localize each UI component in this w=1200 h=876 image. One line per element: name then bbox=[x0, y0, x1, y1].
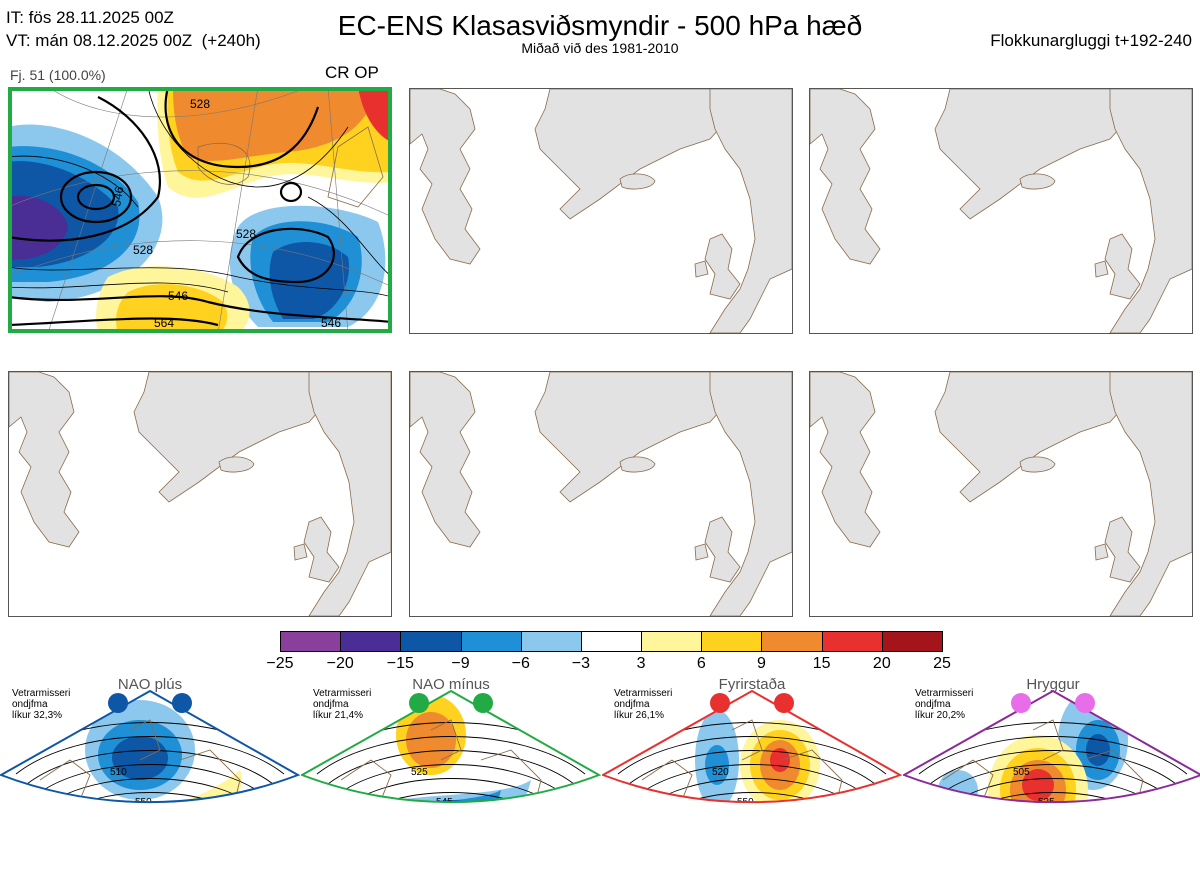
cluster-map-3[interactable] bbox=[809, 88, 1193, 334]
regime-probability-line: Vetrarmisseri bbox=[313, 688, 372, 699]
contour-label: 564 bbox=[154, 316, 174, 330]
colorbar-tick-label: −3 bbox=[571, 655, 591, 672]
regime-contour-label: 545 bbox=[436, 797, 453, 808]
regime-probability-line: Vetrarmisseri bbox=[915, 688, 974, 699]
colorbar-swatch bbox=[280, 631, 342, 652]
page-title: EC-ENS Klasasviðsmyndir - 500 hPa hæð bbox=[337, 10, 863, 41]
cluster-tags: CR OP bbox=[325, 63, 379, 82]
regime-contour-label: 550 bbox=[135, 797, 152, 808]
colorbar-tick-label: −6 bbox=[511, 655, 530, 672]
regime-marker-dot bbox=[1011, 693, 1031, 713]
init-time: IT: fös 28.11.2025 00Z bbox=[6, 8, 174, 27]
colorbar-swatch bbox=[400, 631, 462, 652]
regime-contour-label: 505 bbox=[1013, 767, 1030, 778]
regime-probability-line: Vetrarmisseri bbox=[12, 688, 71, 699]
regime-contour-label: 510 bbox=[110, 767, 127, 778]
colorbar-tick-label: −15 bbox=[386, 655, 414, 672]
regime-probability-line: ondjfma bbox=[12, 699, 48, 710]
cluster-map-5[interactable] bbox=[409, 371, 793, 617]
contour-label: 546 bbox=[109, 185, 126, 207]
regime-map-svg: 525 545 565 bbox=[299, 689, 602, 838]
init-time-block: IT: fös 28.11.2025 00Z VT: mán 08.12.202… bbox=[6, 6, 261, 52]
colorbar-tick-label: 9 bbox=[757, 655, 766, 672]
regime-map-svg: 520 550 560 bbox=[600, 689, 903, 838]
regime-probability-line: ondjfma bbox=[915, 699, 951, 710]
regime-probability-line: líkur 20,2% bbox=[915, 710, 966, 721]
regime-marker-dot bbox=[710, 693, 730, 713]
regime-marker-dot bbox=[172, 693, 192, 713]
regime-contour-label: 565 bbox=[461, 827, 478, 838]
colorbar-swatch bbox=[821, 631, 883, 652]
regime-probability-line: líkur 32,3% bbox=[12, 710, 63, 721]
colorbar-swatch bbox=[701, 631, 763, 652]
cluster-map-4[interactable] bbox=[8, 371, 392, 617]
regime-marker-dot bbox=[1075, 693, 1095, 713]
regime-map-svg: 510 550 bbox=[0, 689, 301, 808]
colorbar-tick-label: 3 bbox=[636, 655, 646, 672]
colorbar-tick-label: −9 bbox=[451, 655, 470, 672]
regime-probability-line: ondjfma bbox=[313, 699, 349, 710]
contour-label: 528 bbox=[190, 97, 210, 111]
contour-label: 546 bbox=[168, 289, 188, 303]
basemap-svg bbox=[810, 372, 1192, 616]
cluster-map-svg: 528 546 564 528 546 546 528 bbox=[8, 87, 392, 333]
colorbar-swatch bbox=[340, 631, 402, 652]
regime-contour-label: 535 bbox=[1038, 797, 1055, 808]
cluster-map-1[interactable]: 528 546 564 528 546 546 528 bbox=[8, 87, 392, 333]
basemap-svg bbox=[410, 372, 792, 616]
regime-contour-label: 520 bbox=[712, 767, 729, 778]
regime-probability-line: Vetrarmisseri bbox=[614, 688, 673, 699]
regime-title: Hryggur bbox=[1026, 676, 1080, 693]
colorbar-tick-label: 25 bbox=[933, 655, 951, 672]
regime-probability-line: líkur 21,4% bbox=[313, 710, 364, 721]
colorbar-tick-label: 6 bbox=[696, 655, 706, 672]
contour-label: 546 bbox=[321, 316, 341, 330]
regime-marker-dot bbox=[409, 693, 429, 713]
regime-panel[interactable]: 525 545 565 bbox=[299, 689, 602, 871]
valid-time: VT: mán 08.12.2025 00Z (+240h) bbox=[6, 31, 261, 50]
classification-window: Flokkunargluggi t+192-240 bbox=[990, 31, 1192, 50]
colorbar-swatch bbox=[460, 631, 522, 652]
contour-label: 528 bbox=[133, 243, 153, 257]
regime-title: NAO plús bbox=[117, 676, 183, 693]
colorbar-swatch bbox=[580, 631, 643, 652]
regime-title: NAO mínus bbox=[412, 676, 490, 693]
basemap-svg bbox=[810, 89, 1192, 333]
regime-panel[interactable]: 520 550 560 bbox=[600, 689, 903, 871]
regime-probability-line: ondjfma bbox=[614, 699, 650, 710]
regime-probability: Vetrarmisseri ondjfma líkur 20,2% bbox=[915, 688, 973, 721]
anomaly-colorbar bbox=[280, 631, 943, 652]
regime-panel[interactable]: 505 535 560 bbox=[901, 689, 1200, 871]
regime-probability: Vetrarmisseri ondjfma líkur 21,4% bbox=[313, 688, 371, 721]
regime-contour-label: 560 bbox=[1063, 827, 1080, 838]
colorbar-swatch bbox=[761, 631, 823, 652]
colorbar-swatch bbox=[881, 631, 943, 652]
regime-probability: Vetrarmisseri ondjfma líkur 32,3% bbox=[12, 688, 70, 721]
regime-title: Fyrirstaða bbox=[718, 676, 786, 693]
regime-panel[interactable]: 510 550 bbox=[0, 689, 301, 871]
colorbar-tick-label: −25 bbox=[266, 655, 294, 672]
regime-marker-dot bbox=[108, 693, 128, 713]
colorbar-swatch bbox=[520, 631, 582, 652]
colorbar-tick-label: 20 bbox=[872, 655, 891, 672]
cluster-map-2[interactable] bbox=[409, 88, 793, 334]
cluster-count-label: Fj. 51 (100.0%) bbox=[10, 67, 106, 83]
regime-contour-label: 525 bbox=[411, 767, 428, 778]
regime-map-svg: 505 535 560 bbox=[901, 689, 1200, 838]
regime-marker-dot bbox=[774, 693, 794, 713]
page-subtitle: Miðað við des 1981-2010 bbox=[521, 40, 679, 56]
colorbar-swatch bbox=[641, 631, 703, 652]
basemap-svg bbox=[410, 89, 792, 333]
regime-contour-label: 560 bbox=[762, 827, 779, 838]
regime-contour-label: 550 bbox=[737, 797, 754, 808]
cluster-map-6[interactable] bbox=[809, 371, 1193, 617]
regime-marker-dot bbox=[473, 693, 493, 713]
contour-label: 528 bbox=[236, 227, 256, 241]
regime-probability-line: líkur 26,1% bbox=[614, 710, 665, 721]
cluster-map-border bbox=[8, 87, 392, 333]
basemap-svg bbox=[9, 372, 391, 616]
regime-probability: Vetrarmisseri ondjfma líkur 26,1% bbox=[614, 688, 672, 721]
colorbar-tick-label: 15 bbox=[812, 655, 831, 672]
colorbar-tick-label: −20 bbox=[326, 655, 354, 672]
